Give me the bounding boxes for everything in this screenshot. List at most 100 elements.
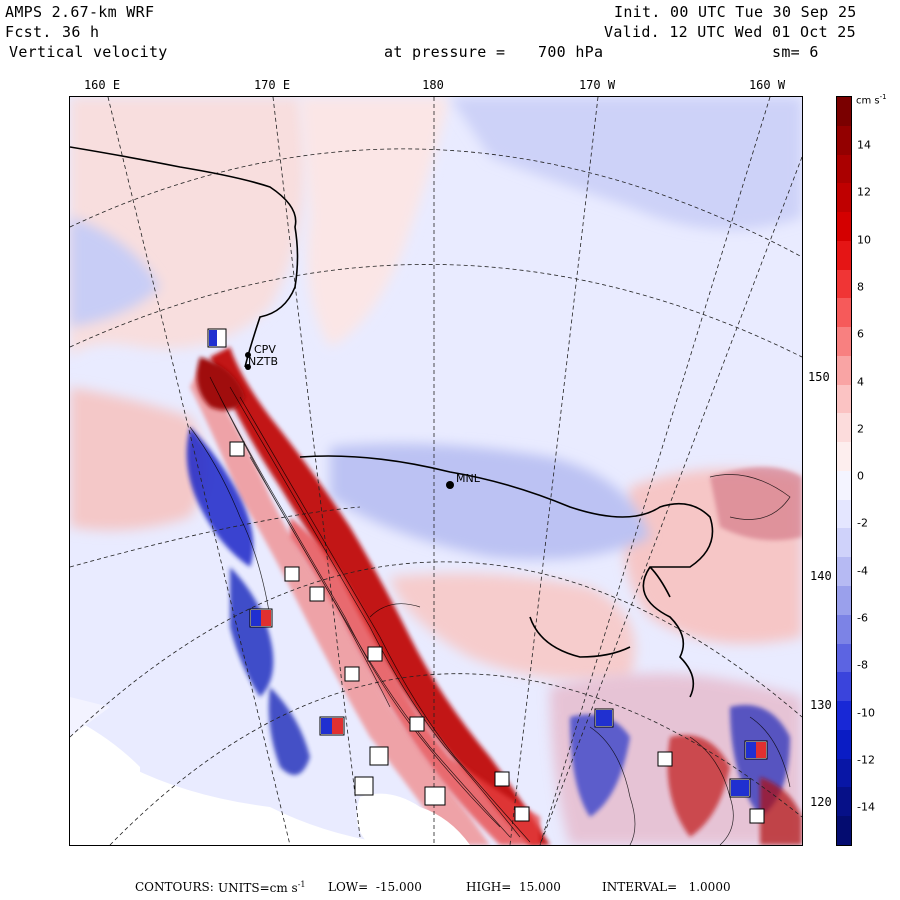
colorbar-cell [837,327,851,356]
pos-ridge-east [290,517,540,845]
neg-cell-se-1 [570,714,630,817]
annotation-box [409,716,425,732]
model-title: AMPS 2.67-km WRF [5,3,155,21]
neg-flank-2 [230,567,274,697]
coastline [70,146,714,698]
lon-label-160w: 160 W [748,78,786,92]
annotation-box [284,566,300,582]
lon-label-180: 180 [422,78,444,92]
footer-high: HIGH= 15.000 [466,880,561,894]
colorbar-cell [837,672,851,702]
box-fill [332,718,343,734]
colorbar-cell [837,701,851,730]
box-fill [731,780,749,796]
colorbar-cell [837,557,851,587]
annotation-box [369,746,389,766]
colorbar-tick-label: -10 [857,706,875,720]
box-fill [321,718,332,734]
colorbar-tick-label: 12 [857,185,871,199]
smoothing-label: sm= 6 [772,43,819,61]
colorbar-cell [837,240,851,270]
forecast-value: 36 h [62,23,100,41]
neg-region-center [330,443,650,560]
station-dot-cpv [245,352,251,358]
field-name: Vertical velocity [9,43,168,61]
colorbar-tick-label: -6 [857,611,868,625]
annotation-box [354,776,374,796]
level-label: at pressure = [384,43,506,61]
colorbar-cell [837,787,851,817]
colorbar-cell [837,643,851,673]
colorbar-tick-label: 4 [857,375,864,388]
mask-sw [70,717,140,845]
box-fill [746,742,756,758]
station-dot-mnl [446,481,454,489]
colorbar-cell [837,499,851,529]
colorbar-cell [837,413,851,443]
colorbar-cell [837,528,851,558]
colorbar-cell [837,586,851,615]
colorbar-tick-label: 6 [857,327,864,341]
vertical-velocity-map: CPV NZTB MNL [69,96,803,846]
colorbar-tick-label: -8 [857,658,868,672]
colorbar-cell [837,125,851,155]
annotation-box [494,771,510,787]
colorbar-tick-label: -14 [857,800,875,814]
lon-label-170w: 170 W [578,78,616,92]
colorbar-tick-label: -4 [857,564,868,578]
annotation-box [657,751,673,767]
lon-label-170e: 170 E [253,78,291,92]
colorbar-cell [837,729,851,759]
colorbar-tick-label: 14 [857,138,871,152]
box-fill [251,610,261,626]
footer-low: LOW= -15.000 [328,880,422,894]
annotation-box [514,806,530,822]
footer-interval: INTERVAL= 1.0000 [602,880,731,894]
box-fill [209,330,217,346]
mixed-cell-east [710,467,802,541]
pos-cell-nw [196,357,245,411]
colorbar-cell [837,384,851,414]
colorbar-cell [837,183,851,213]
colorbar-cell [837,154,851,184]
neg-region-west [70,217,160,327]
annotation-box [367,646,383,662]
colorbar-cell [837,816,851,845]
annotation-box [309,586,325,602]
graticule [70,97,802,845]
annotation-box [749,808,765,824]
colorbar-cell [837,97,851,126]
station-markers: CPV NZTB MNL [245,343,481,489]
footer-contours: CONTOURS: [135,880,214,894]
station-label-cpv: CPV [254,343,276,356]
colorbar-cell [837,269,851,299]
colorbar-tick-label: 8 [857,280,864,294]
annotation-box [229,441,245,457]
map-canvas: CPV NZTB MNL [70,97,802,845]
colorbar-cell [837,355,851,385]
pos-region-south-center [390,573,635,680]
colorbar [836,96,852,846]
box-fill [756,742,766,758]
mask-south-center [356,793,470,845]
colorbar-tick-label: 10 [857,233,871,247]
annotation-box [344,666,360,682]
forecast-label: Fcst. [5,23,52,41]
station-dot-nztb [245,364,251,370]
colorbar-tick-label: 0 [857,469,864,483]
pos-ridge-halo [190,367,490,845]
station-label-nztb: NZTB [248,355,278,368]
init-time: Init. 00 UTC Tue 30 Sep 25 [614,3,857,21]
colorbar-cell [837,212,851,241]
colorbar-cell [837,470,851,500]
valid-time: Valid. 12 UTC Wed 01 Oct 25 [604,23,856,41]
pos-region-west [70,387,205,531]
neg-flank-1 [186,427,254,567]
colorbar-tick-label: -2 [857,516,868,530]
annotation-box-fills [209,330,766,796]
annotation-box [424,786,446,806]
station-label-mnl: MNL [456,472,481,485]
mask-south [130,767,400,845]
colorbar-tick-label: 2 [857,422,864,436]
pos-region-north [300,97,450,347]
